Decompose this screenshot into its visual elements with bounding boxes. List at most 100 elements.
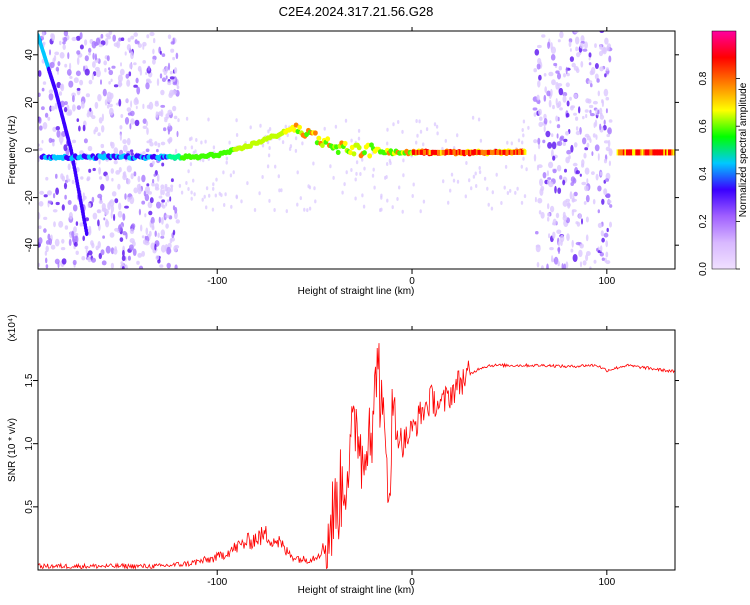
- noise-point: [543, 118, 548, 125]
- noise-point: [605, 108, 608, 114]
- noise-point: [131, 223, 136, 229]
- noise-point: [157, 111, 163, 117]
- noise-point: [60, 247, 66, 251]
- noise-point: [75, 221, 79, 226]
- noise-point: [585, 113, 588, 119]
- noise-point: [67, 178, 71, 182]
- snr-xlabel: Height of straight line (km): [298, 585, 415, 596]
- noise-point: [152, 160, 155, 165]
- noise-point: [54, 258, 60, 265]
- noise-point: [212, 182, 215, 187]
- noise-point: [109, 232, 115, 238]
- noise-point: [603, 188, 608, 196]
- noise-point: [98, 200, 104, 205]
- ridge-point: [415, 149, 418, 155]
- noise-point: [603, 140, 609, 144]
- noise-point: [201, 197, 204, 202]
- ridge-point: [658, 149, 662, 156]
- noise-point: [584, 109, 589, 113]
- ridge-point: [639, 149, 643, 156]
- noise-point: [88, 79, 93, 85]
- noise-point: [48, 137, 53, 143]
- x-tick-label: 0: [409, 276, 415, 287]
- ridge-point: [661, 149, 665, 156]
- noise-point: [134, 39, 138, 45]
- noise-point: [135, 105, 138, 110]
- ridge-point: [421, 149, 424, 155]
- ridge-point: [297, 124, 302, 130]
- noise-point: [130, 152, 134, 156]
- noise-point: [603, 158, 608, 164]
- noise-point: [205, 205, 208, 210]
- noise-point: [150, 216, 155, 225]
- noise-point: [187, 187, 190, 191]
- noise-point: [145, 148, 150, 153]
- noise-point: [572, 254, 578, 262]
- ridge-point: [616, 149, 620, 156]
- ridge-point: [460, 149, 463, 155]
- ridge-point: [514, 149, 518, 155]
- noise-point: [212, 186, 215, 191]
- ridge-point: [418, 149, 421, 155]
- noise-point: [266, 164, 270, 169]
- noise-point: [547, 177, 552, 181]
- noise-point: [144, 194, 150, 202]
- noise-point: [71, 92, 76, 97]
- spectrogram-points: [38, 31, 675, 269]
- noise-point: [249, 125, 252, 130]
- ridge-point: [451, 149, 454, 155]
- ridge-point: [660, 149, 663, 156]
- noise-point: [538, 121, 543, 128]
- noise-point: [506, 191, 510, 195]
- noise-point: [543, 125, 546, 133]
- noise-point: [159, 73, 163, 79]
- x-tick-label: 0: [409, 577, 415, 588]
- noise-point: [563, 138, 568, 143]
- noise-point: [174, 211, 178, 220]
- noise-point: [555, 98, 558, 106]
- noise-point: [553, 62, 558, 67]
- noise-point: [75, 235, 79, 244]
- noise-point: [597, 185, 602, 192]
- noise-point: [133, 84, 138, 88]
- noise-point: [572, 162, 578, 167]
- snr-frame: [37, 329, 676, 571]
- noise-point: [195, 138, 198, 142]
- ridge-point: [482, 149, 485, 155]
- y-tick-label: 20: [24, 96, 35, 108]
- noise-point: [543, 73, 547, 77]
- noise-point: [546, 90, 551, 97]
- noise-point: [544, 86, 547, 93]
- ridge-point: [362, 150, 367, 156]
- noise-point: [122, 174, 127, 181]
- ridge-point: [491, 149, 494, 155]
- noise-point: [605, 240, 608, 248]
- noise-point: [47, 190, 52, 196]
- noise-point: [117, 183, 121, 190]
- noise-point: [170, 41, 175, 45]
- noise-point: [350, 168, 353, 172]
- ridge-point: [510, 149, 513, 155]
- branch-point: [84, 230, 89, 237]
- noise-point: [42, 31, 45, 38]
- noise-point: [343, 182, 346, 187]
- noise-point: [137, 175, 141, 183]
- noise-point: [42, 41, 46, 46]
- ridge-point: [457, 149, 460, 155]
- noise-point: [118, 224, 122, 233]
- noise-point: [575, 170, 580, 175]
- noise-point: [108, 67, 111, 71]
- ridge-point: [466, 149, 469, 155]
- ridge-point: [504, 149, 507, 155]
- noise-point: [573, 112, 577, 116]
- noise-point: [166, 262, 171, 269]
- noise-point: [573, 93, 578, 99]
- noise-point: [156, 78, 160, 86]
- noise-point: [609, 221, 612, 228]
- noise-point: [491, 190, 494, 195]
- noise-point: [154, 102, 159, 107]
- noise-point: [38, 116, 42, 124]
- noise-point: [583, 152, 587, 159]
- noise-point: [102, 88, 107, 97]
- ridge-point: [449, 149, 452, 155]
